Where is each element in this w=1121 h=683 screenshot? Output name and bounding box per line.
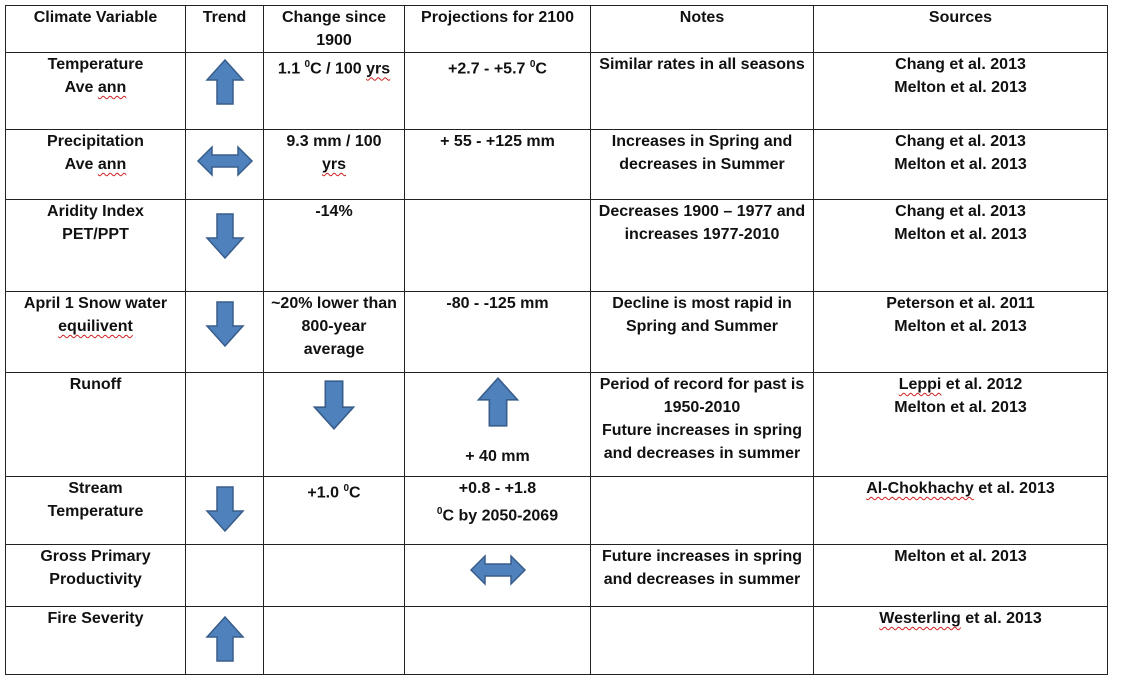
trend-up-arrow-icon — [205, 616, 244, 662]
variable-subtitle: PET/PPT — [62, 226, 129, 243]
variable-name: Precipitation — [47, 133, 144, 150]
sources-cell: Melton et al. 2013 — [813, 544, 1108, 607]
variable-cell: Runoff — [5, 372, 186, 477]
header-change-since-1900: Change since 1900 — [263, 5, 405, 53]
sources-cell: Peterson et al. 2011 Melton et al. 2013 — [813, 291, 1108, 373]
change-cell: 9.3 mm / 100 yrs — [263, 129, 405, 200]
header-notes: Notes — [590, 5, 814, 53]
trend-down-arrow-icon — [205, 213, 244, 259]
sources-cell: Westerling et al. 2013 — [813, 606, 1108, 675]
table-row-precipitation: Precipitation Ave ann 9.3 mm / 100 yrs + … — [5, 129, 1108, 200]
climate-table: Climate Variable Trend Change since 1900… — [5, 5, 1108, 675]
trend-up-arrow-icon — [205, 59, 244, 105]
table-row-snow-water: April 1 Snow water equilivent ~20% lower… — [5, 291, 1108, 373]
change-cell: ~20% lower than 800-year average — [263, 291, 405, 373]
variable-cell: April 1 Snow water equilivent — [5, 291, 186, 373]
table-row-gross-primary-productivity: Gross Primary Productivity Future increa… — [5, 544, 1108, 607]
trend-cell — [185, 52, 264, 130]
variable-cell: Temperature Ave ann — [5, 52, 186, 130]
projection-cell: +2.7 - +5.7 0C — [404, 52, 591, 130]
variable-cell: Gross Primary Productivity — [5, 544, 186, 607]
variable-subtitle: Ave ann — [64, 156, 127, 173]
notes-cell — [590, 606, 814, 675]
projection-up-arrow-icon — [477, 377, 518, 427]
header-trend: Trend — [185, 5, 264, 53]
trend-down-arrow-icon — [205, 486, 244, 532]
variable-subtitle: Ave ann — [64, 79, 127, 96]
table-row-aridity-index: Aridity Index PET/PPT -14% Decreases 190… — [5, 199, 1108, 292]
variable-subtitle: Temperature — [47, 503, 144, 520]
notes-cell: Increases in Spring and decreases in Sum… — [590, 129, 814, 200]
table-row-runoff: Runoff + 40 mm Period of record for past… — [5, 372, 1108, 477]
variable-subtitle: equilivent — [58, 318, 133, 335]
notes-cell — [590, 476, 814, 545]
notes-cell: Decline is most rapid in Spring and Summ… — [590, 291, 814, 373]
header-projections-2100: Projections for 2100 — [404, 5, 591, 53]
sources-cell: Chang et al. 2013 Melton et al. 2013 — [813, 129, 1108, 200]
projection-cell — [404, 199, 591, 292]
variable-name: April 1 Snow water — [23, 295, 168, 312]
header-sources: Sources — [813, 5, 1108, 53]
trend-cell — [185, 544, 264, 607]
notes-cell: Similar rates in all seasons — [590, 52, 814, 130]
sources-cell: Leppi et al. 2012 Melton et al. 2013 — [813, 372, 1108, 477]
table-row-stream-temperature: Stream Temperature +1.0 0C +0.8 - +1.8 0… — [5, 476, 1108, 545]
change-cell — [263, 606, 405, 675]
sources-cell: Al-Chokhachy et al. 2013 — [813, 476, 1108, 545]
change-cell: -14% — [263, 199, 405, 292]
change-cell: 1.1 0C / 100 yrs — [263, 52, 405, 130]
trend-both-arrow-icon — [196, 146, 253, 176]
projection-cell: -80 - -125 mm — [404, 291, 591, 373]
trend-cell — [185, 199, 264, 292]
variable-name: Temperature — [47, 56, 144, 73]
trend-cell — [185, 129, 264, 200]
variable-cell: Precipitation Ave ann — [5, 129, 186, 200]
sources-cell: Chang et al. 2013 Melton et al. 2013 — [813, 199, 1108, 292]
trend-down-arrow-icon — [205, 301, 244, 347]
projection-both-arrow-icon — [469, 555, 526, 585]
change-cell — [263, 544, 405, 607]
trend-cell — [185, 606, 264, 675]
variable-name: Aridity Index — [47, 203, 144, 220]
variable-cell: Fire Severity — [5, 606, 186, 675]
trend-cell — [185, 291, 264, 373]
change-down-arrow-icon — [313, 380, 355, 430]
trend-cell — [185, 476, 264, 545]
projection-cell — [404, 544, 591, 607]
notes-cell: Decreases 1900 – 1977 and increases 1977… — [590, 199, 814, 292]
trend-cell — [185, 372, 264, 477]
variable-name: Runoff — [69, 376, 122, 393]
variable-name: Stream — [68, 480, 123, 497]
table-row-fire-severity: Fire Severity Westerling et al. 2013 — [5, 606, 1108, 675]
variable-subtitle: Productivity — [49, 571, 142, 588]
variable-cell: Aridity Index PET/PPT — [5, 199, 186, 292]
change-cell — [263, 372, 405, 477]
projection-cell: + 55 - +125 mm — [404, 129, 591, 200]
header-climate-variable: Climate Variable — [5, 5, 186, 53]
variable-cell: Stream Temperature — [5, 476, 186, 545]
change-cell: +1.0 0C — [263, 476, 405, 545]
variable-name: Gross Primary — [40, 548, 151, 565]
projection-cell: +0.8 - +1.8 0C by 2050-2069 — [404, 476, 591, 545]
notes-cell: Future increases in spring and decreases… — [590, 544, 814, 607]
sources-cell: Chang et al. 2013 Melton et al. 2013 — [813, 52, 1108, 130]
variable-name: Fire Severity — [47, 610, 144, 627]
projection-cell — [404, 606, 591, 675]
projection-cell: + 40 mm — [404, 372, 591, 477]
header-row: Climate Variable Trend Change since 1900… — [5, 5, 1108, 53]
table-row-temperature: Temperature Ave ann 1.1 0C / 100 yrs +2.… — [5, 52, 1108, 130]
notes-cell: Period of record for past is 1950-2010 Fu… — [590, 372, 814, 477]
